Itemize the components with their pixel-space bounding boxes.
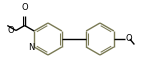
Text: O: O	[21, 3, 28, 12]
Text: O: O	[126, 34, 132, 43]
Text: N: N	[28, 42, 35, 51]
Text: O: O	[7, 26, 14, 35]
